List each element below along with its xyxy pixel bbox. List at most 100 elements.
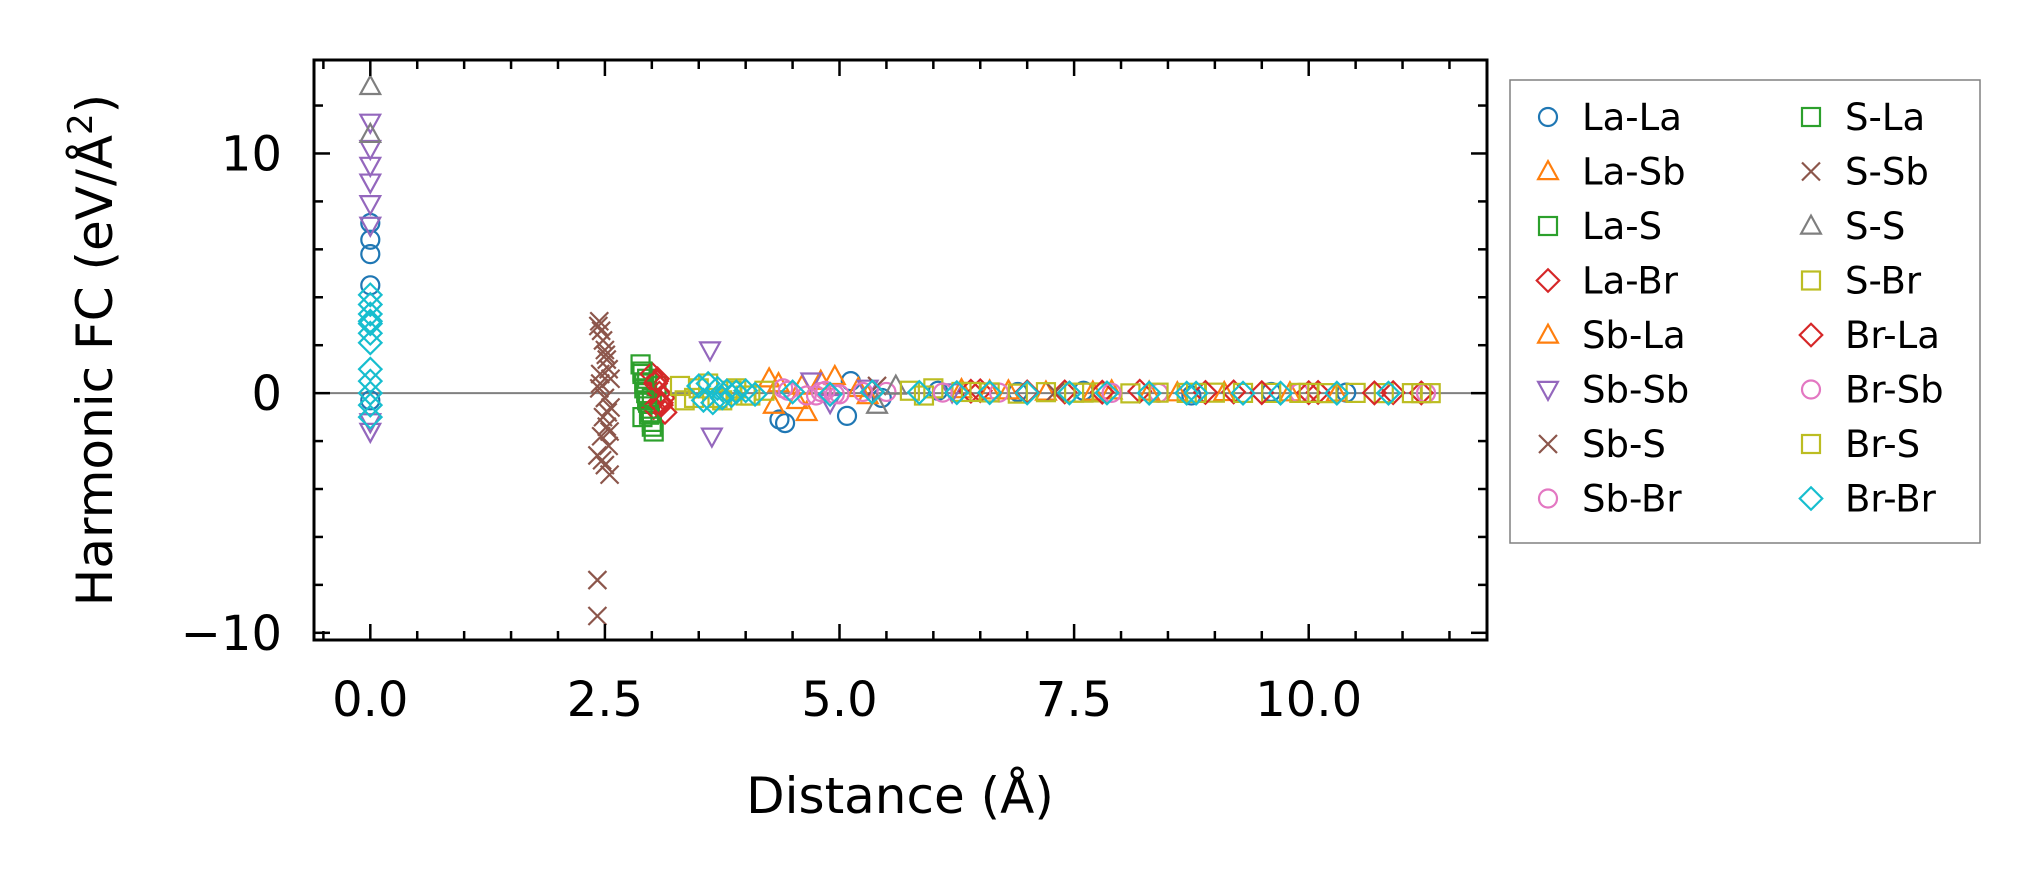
y-tick-label: −10 xyxy=(181,606,282,662)
data-point-br-s xyxy=(1073,382,1094,403)
data-point-la-la xyxy=(360,229,381,250)
data-point-la-br xyxy=(1380,379,1406,406)
data-point-la-sb xyxy=(794,399,819,422)
data-point-br-br xyxy=(817,381,843,408)
data-point-br-br xyxy=(700,389,726,416)
y-tick-label: 0 xyxy=(251,366,282,422)
data-point-br-br xyxy=(1136,380,1162,406)
data-point-br-br xyxy=(357,310,384,337)
data-point-br-la xyxy=(1089,379,1116,405)
data-point-br-la xyxy=(1192,379,1219,406)
data-point-br-s xyxy=(1298,382,1319,404)
legend-entry: La-Br xyxy=(1535,260,1679,303)
data-point-sb-br xyxy=(876,381,897,403)
data-point-la-sb xyxy=(762,392,786,414)
data-point-br-la xyxy=(1295,379,1322,406)
plot-area xyxy=(312,58,1489,642)
legend-entry: Sb-La xyxy=(1536,314,1686,357)
plot-frame xyxy=(312,58,1489,642)
data-point-sb-s xyxy=(590,373,610,394)
data-point-la-la xyxy=(774,412,796,434)
data-point-br-br xyxy=(859,379,886,405)
legend-marker xyxy=(1800,270,1822,291)
legend-marker xyxy=(1537,488,1559,509)
data-point-sb-s xyxy=(587,606,608,626)
legend-marker xyxy=(1536,380,1560,403)
data-point-sb-s xyxy=(595,455,615,475)
data-point-br-sb xyxy=(824,384,845,405)
data-point-sb-s xyxy=(599,464,620,485)
legend-label: La-S xyxy=(1582,205,1662,248)
data-point-sb-sb xyxy=(700,427,724,449)
data-point-la-sb xyxy=(846,375,871,398)
series-br-br xyxy=(357,282,1402,430)
legend-label: Sb-Br xyxy=(1582,478,1682,521)
legend-label: S-S xyxy=(1845,205,1905,248)
y-axis-label: Harmonic FC (eV/Å2) xyxy=(61,94,124,606)
data-point-br-sb xyxy=(810,381,831,403)
data-point-br-sb xyxy=(932,382,953,403)
legend-label: Br-Sb xyxy=(1845,369,1944,412)
legend-marker xyxy=(1798,485,1824,512)
legend-entry: S-S xyxy=(1799,205,1905,248)
data-point-br-br xyxy=(357,291,384,318)
legend-frame xyxy=(1509,79,1981,544)
data-point-sb-sb xyxy=(358,173,383,195)
legend-entry: La-S xyxy=(1537,205,1662,248)
data-point-br-br xyxy=(357,301,384,327)
legend-entry: S-La xyxy=(1800,96,1925,139)
data-point-br-s xyxy=(1411,383,1432,404)
data-point-br-sb xyxy=(852,381,874,403)
legend-label: Sb-S xyxy=(1582,423,1666,466)
legend: La-La La-Sb La-S La-Br Sb-La Sb-Sb Sb-S Sb-Br S-… xyxy=(1509,79,1981,544)
data-point-br-br xyxy=(1056,380,1083,406)
data-point-br-br xyxy=(685,373,712,399)
x-tick-labels: 0.0 2.5 5.0 7.5 10.0 xyxy=(332,672,1362,728)
data-point-br-sb xyxy=(796,385,817,406)
legend-label: Br-La xyxy=(1845,314,1940,357)
legend-label: La-Sb xyxy=(1582,151,1686,194)
x-tick-label: 10.0 xyxy=(1255,672,1362,728)
x-tick-label: 2.5 xyxy=(567,672,643,728)
data-point-sb-sb xyxy=(799,372,824,394)
legend-label: S-La xyxy=(1845,96,1925,139)
data-point-s-br xyxy=(1261,382,1282,404)
data-point-la-sb xyxy=(823,363,847,386)
x-tick-label: 0.0 xyxy=(332,672,408,728)
legend-label: Br-Br xyxy=(1845,478,1937,521)
data-point-br-s xyxy=(1185,382,1207,404)
x-axis-label: Distance (Å) xyxy=(746,767,1054,825)
legend-label: Sb-La xyxy=(1582,314,1686,357)
data-point-s-sb xyxy=(599,421,620,442)
y-axis-label-base: Harmonic FC (eV/Å xyxy=(66,135,124,606)
data-point-br-br xyxy=(976,379,1003,406)
data-point-sb-sb xyxy=(358,195,383,217)
data-point-la-sb xyxy=(1034,379,1058,401)
data-point-br-br xyxy=(1230,380,1256,406)
legend-marker xyxy=(1536,158,1560,181)
legend-entry: Br-Br xyxy=(1798,478,1937,521)
data-point-br-sb xyxy=(1101,382,1122,404)
x-tick-label: 7.5 xyxy=(1036,672,1112,728)
data-point-br-la xyxy=(1248,379,1275,406)
data-point-sb-s xyxy=(587,570,608,590)
data-point-br-br xyxy=(704,375,731,402)
data-point-br-br xyxy=(357,392,384,418)
data-point-br-br xyxy=(357,404,384,430)
legend-entry: Br-S xyxy=(1800,423,1920,466)
data-point-br-br xyxy=(709,385,736,411)
data-point-br-br xyxy=(943,379,970,406)
data-point-sb-sb xyxy=(358,422,383,445)
data-point-br-br xyxy=(742,381,768,408)
legend-label: S-Br xyxy=(1845,260,1922,303)
data-point-sb-sb xyxy=(358,113,383,135)
legend-label: Sb-Sb xyxy=(1582,369,1689,412)
legend-entry: Sb-Br xyxy=(1537,478,1682,521)
legend-marker xyxy=(1537,215,1559,237)
data-point-br-br xyxy=(906,379,933,406)
legend-entry: La-La xyxy=(1537,96,1682,139)
data-point-br-br xyxy=(1324,380,1350,406)
y-axis-label-superscript: 2 xyxy=(61,113,101,135)
data-point-br-br xyxy=(779,379,806,405)
